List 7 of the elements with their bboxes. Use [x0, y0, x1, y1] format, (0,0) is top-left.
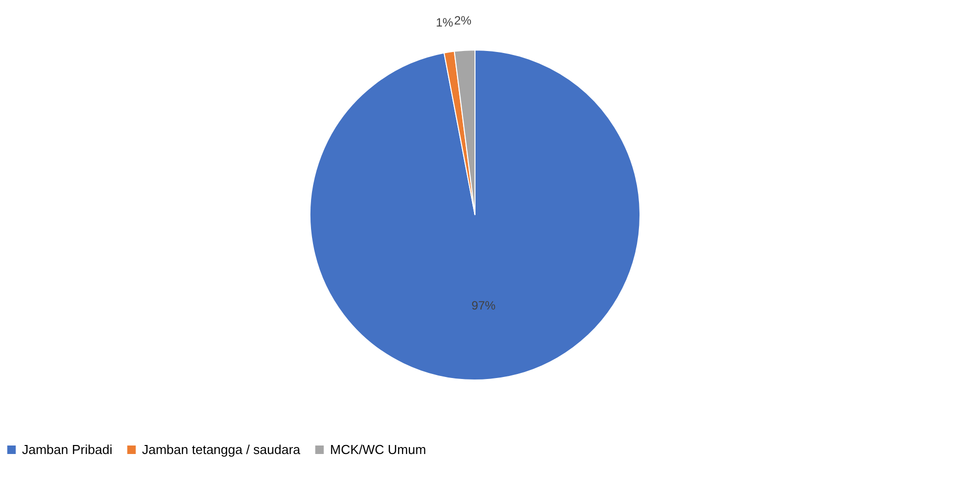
legend-label: Jamban Pribadi [22, 442, 112, 457]
data-label: 97% [472, 298, 496, 312]
data-label: 1% [436, 15, 454, 30]
data-label: 2% [454, 13, 472, 28]
legend-label: MCK/WC Umum [330, 442, 426, 457]
legend-label: Jamban tetangga / saudara [142, 442, 302, 457]
pie-slice [310, 50, 640, 380]
